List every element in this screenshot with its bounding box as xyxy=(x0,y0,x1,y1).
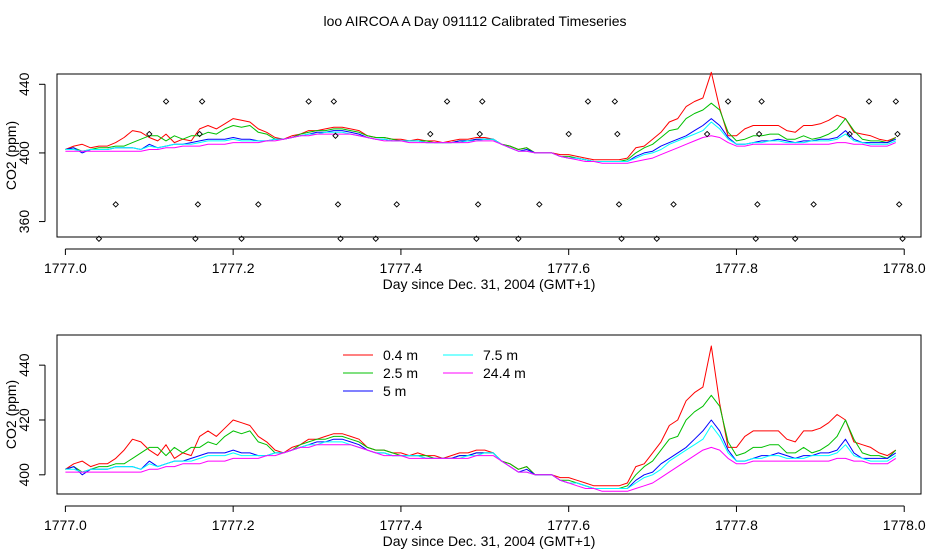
legend: 0.4 m 2.5 m 5 m 7.5 m 24.4 m xyxy=(343,347,526,399)
series-line xyxy=(65,118,896,162)
scatter-point xyxy=(146,130,153,138)
y-tick-label: 360 xyxy=(16,210,32,234)
legend-label: 2.5 m xyxy=(383,365,418,381)
series-group xyxy=(65,345,897,492)
scatter-point xyxy=(536,201,543,208)
series-line xyxy=(65,444,897,492)
scatter-point xyxy=(611,98,619,105)
scatter-point xyxy=(810,201,817,208)
series-line xyxy=(65,71,896,161)
scatter-point xyxy=(473,235,480,242)
scatter-point xyxy=(894,130,901,138)
y-tick-label: 420 xyxy=(16,408,32,432)
scatter-point xyxy=(515,235,522,242)
legend-label: 24.4 m xyxy=(483,365,526,381)
plot-frame xyxy=(56,73,922,238)
x-tick-label: 1778.0 xyxy=(883,260,926,276)
y-tick-label: 400 xyxy=(16,141,32,165)
y-tick-label: 440 xyxy=(16,353,32,377)
scatter-point xyxy=(899,235,906,242)
top-panel: 1777.0 1777.2 1777.4 1777.6 1777.8 1778.0 Day … xyxy=(3,71,926,292)
scatter-point xyxy=(754,201,761,208)
x-tick-label: 1777.2 xyxy=(212,517,255,533)
scatter-point xyxy=(427,130,434,138)
scatter-point xyxy=(892,98,900,105)
scatter-point xyxy=(895,201,903,208)
scatter-point xyxy=(334,201,342,208)
x-tick-label: 1777.2 xyxy=(212,260,255,276)
plot-frame xyxy=(56,334,922,495)
x-tick-label: 1777.8 xyxy=(715,260,758,276)
scatter-point xyxy=(618,235,625,242)
series-line xyxy=(65,419,897,489)
scatter-point xyxy=(162,98,170,105)
scatter-point xyxy=(238,235,245,242)
scatter-point xyxy=(653,235,661,242)
y-tick-label: 440 xyxy=(16,72,32,96)
scatter-points xyxy=(95,98,906,242)
scatter-point xyxy=(584,98,592,105)
scatter-point xyxy=(192,235,199,242)
legend-label: 0.4 m xyxy=(383,347,418,363)
series-line xyxy=(65,345,897,487)
scatter-point xyxy=(615,201,623,208)
scatter-point xyxy=(372,235,379,242)
y-tick-label: 400 xyxy=(16,463,32,487)
scatter-point xyxy=(476,130,484,138)
legend-label: 5 m xyxy=(383,383,406,399)
series-line xyxy=(65,394,897,489)
scatter-point xyxy=(196,130,203,138)
x-tick-label: 1777.6 xyxy=(547,260,590,276)
scatter-point xyxy=(565,130,572,138)
x-axis-label: Day since Dec. 31, 2004 (GMT+1) xyxy=(383,533,596,549)
scatter-point xyxy=(479,98,486,105)
series-line xyxy=(65,133,896,164)
x-tick-label: 1777.4 xyxy=(380,260,423,276)
scatter-point xyxy=(198,98,206,105)
y-axis-label: CO2 (ppm) xyxy=(3,380,19,449)
scatter-point xyxy=(443,98,451,105)
series-line xyxy=(65,121,896,162)
x-tick-label: 1777.0 xyxy=(44,517,87,533)
scatter-point xyxy=(791,235,799,242)
scatter-point xyxy=(393,201,400,208)
scatter-point xyxy=(614,130,621,138)
x-tick-label: 1777.4 xyxy=(380,517,423,533)
figure-title: loo AIRCOA A Day 091112 Calibrated Times… xyxy=(324,13,627,29)
x-tick-label: 1777.0 xyxy=(44,260,87,276)
scatter-point xyxy=(337,235,344,242)
scatter-point xyxy=(703,130,711,138)
x-axis-label: Day since Dec. 31, 2004 (GMT+1) xyxy=(383,276,596,292)
scatter-point xyxy=(255,201,262,208)
scatter-point xyxy=(846,130,853,138)
scatter-point xyxy=(95,235,103,242)
x-tick-label: 1777.6 xyxy=(547,517,590,533)
legend-label: 7.5 m xyxy=(483,347,518,363)
x-tick-label: 1777.8 xyxy=(715,517,758,533)
scatter-point xyxy=(112,201,119,208)
scatter-point xyxy=(758,98,765,105)
scatter-point xyxy=(670,201,677,208)
scatter-point xyxy=(194,201,202,208)
x-tick-label: 1778.0 xyxy=(883,517,926,533)
bottom-panel: 1777.0 1777.2 1777.4 1777.6 1777.8 1778.0 Day … xyxy=(3,334,926,549)
scatter-point xyxy=(865,98,873,105)
scatter-point xyxy=(332,132,339,140)
scatter-point xyxy=(755,130,763,138)
scatter-point xyxy=(724,98,732,105)
y-axis-label: CO2 (ppm) xyxy=(3,121,19,190)
scatter-point xyxy=(752,235,759,242)
series-group xyxy=(65,71,897,164)
scatter-point xyxy=(305,98,312,105)
scatter-point xyxy=(330,98,338,105)
series-line xyxy=(65,425,897,489)
scatter-point xyxy=(474,201,482,208)
